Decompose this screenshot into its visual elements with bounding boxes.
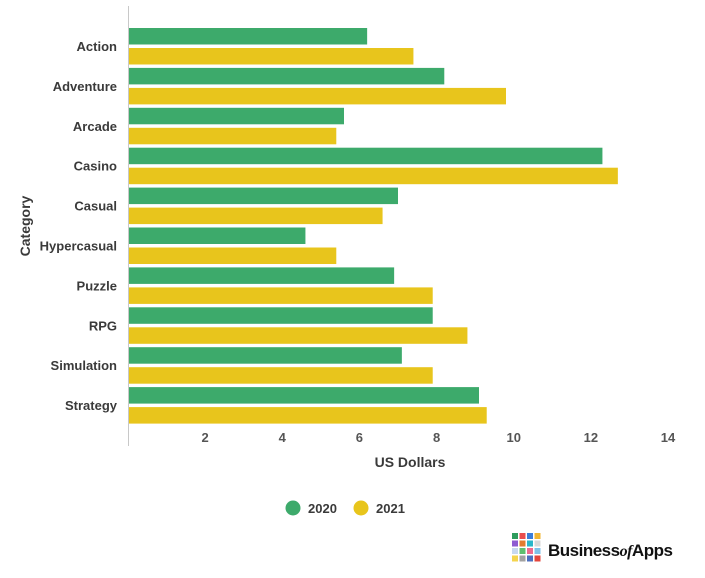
bar-strategy-2020 [128, 387, 479, 404]
legend-marker-2021 [353, 500, 369, 516]
bar-strategy-2021 [128, 407, 487, 424]
x-tick-label-4: 4 [279, 430, 287, 445]
logo-square [527, 540, 533, 547]
legend: 2020 2021 [285, 500, 405, 516]
category-label-strategy: Strategy [65, 398, 118, 413]
x-tick-label-6: 6 [356, 430, 363, 445]
bar-puzzle-2020 [128, 267, 395, 284]
category-label-action: Action [77, 39, 118, 54]
logo-square [512, 555, 518, 562]
bar-rpg-2021 [128, 327, 468, 344]
bar-action-2020 [128, 28, 368, 45]
legend-label-2020: 2020 [308, 501, 337, 516]
legend-marker-2020 [285, 500, 301, 516]
category-label-adventure: Adventure [53, 79, 117, 94]
category-labels: Action Adventure Arcade Casino Casual Hyperca… [40, 39, 118, 413]
bars-group [128, 28, 618, 424]
x-axis-title: US Dollars [375, 454, 446, 470]
legend-label-2021: 2021 [376, 501, 405, 516]
x-tick-label-10: 10 [506, 430, 520, 445]
logo-square [527, 555, 533, 562]
x-tick-label-14: 14 [661, 430, 676, 445]
logo-square [527, 533, 533, 539]
svg-text:BusinessofApps: BusinessofApps [548, 541, 672, 560]
logo-square [512, 548, 518, 554]
category-label-puzzle: Puzzle [77, 278, 117, 293]
category-label-simulation: Simulation [51, 358, 118, 373]
category-label-casino: Casino [74, 159, 117, 174]
logo-text-of: of [620, 543, 635, 560]
bar-arcade-2020 [128, 107, 344, 125]
bar-arcade-2021 [128, 127, 337, 145]
logo-square [512, 540, 518, 547]
y-axis-title: Category [17, 195, 33, 256]
logo-square [534, 548, 541, 554]
bar-action-2021 [128, 48, 414, 65]
logo-square [534, 540, 541, 547]
logo-square [534, 555, 541, 562]
logo-square [519, 540, 526, 547]
x-tick-labels: 2 4 6 8 10 12 14 [202, 430, 676, 445]
businessofapps-logo: BusinessofApps [512, 533, 673, 562]
bar-hypercasual-2021 [128, 247, 337, 264]
logo-grid-icon [512, 533, 541, 562]
bar-hypercasual-2020 [128, 227, 306, 244]
logo-square [519, 555, 526, 562]
category-label-rpg: RPG [89, 318, 117, 333]
bar-adventure-2020 [128, 67, 445, 85]
bar-casino-2021 [128, 167, 618, 185]
logo-square [519, 548, 526, 554]
category-label-casual: Casual [74, 199, 117, 214]
bar-simulation-2020 [128, 347, 402, 364]
category-label-hypercasual: Hypercasual [40, 239, 117, 254]
bar-casual-2020 [128, 187, 398, 205]
bar-simulation-2021 [128, 367, 433, 384]
bar-rpg-2020 [128, 307, 433, 324]
logo-square [527, 548, 533, 554]
logo-square [512, 533, 518, 539]
category-label-arcade: Arcade [73, 119, 117, 134]
bar-casual-2021 [128, 207, 383, 225]
bar-casino-2020 [128, 147, 603, 165]
x-tick-label-8: 8 [433, 430, 440, 445]
x-tick-label-12: 12 [584, 430, 598, 445]
bar-adventure-2021 [128, 87, 506, 105]
logo-square [519, 533, 526, 539]
bar-puzzle-2021 [128, 287, 433, 304]
logo-text-apps: Apps [632, 541, 673, 560]
logo-text-business: Business [548, 541, 620, 560]
x-tick-label-2: 2 [202, 430, 209, 445]
logo-square [534, 533, 541, 539]
